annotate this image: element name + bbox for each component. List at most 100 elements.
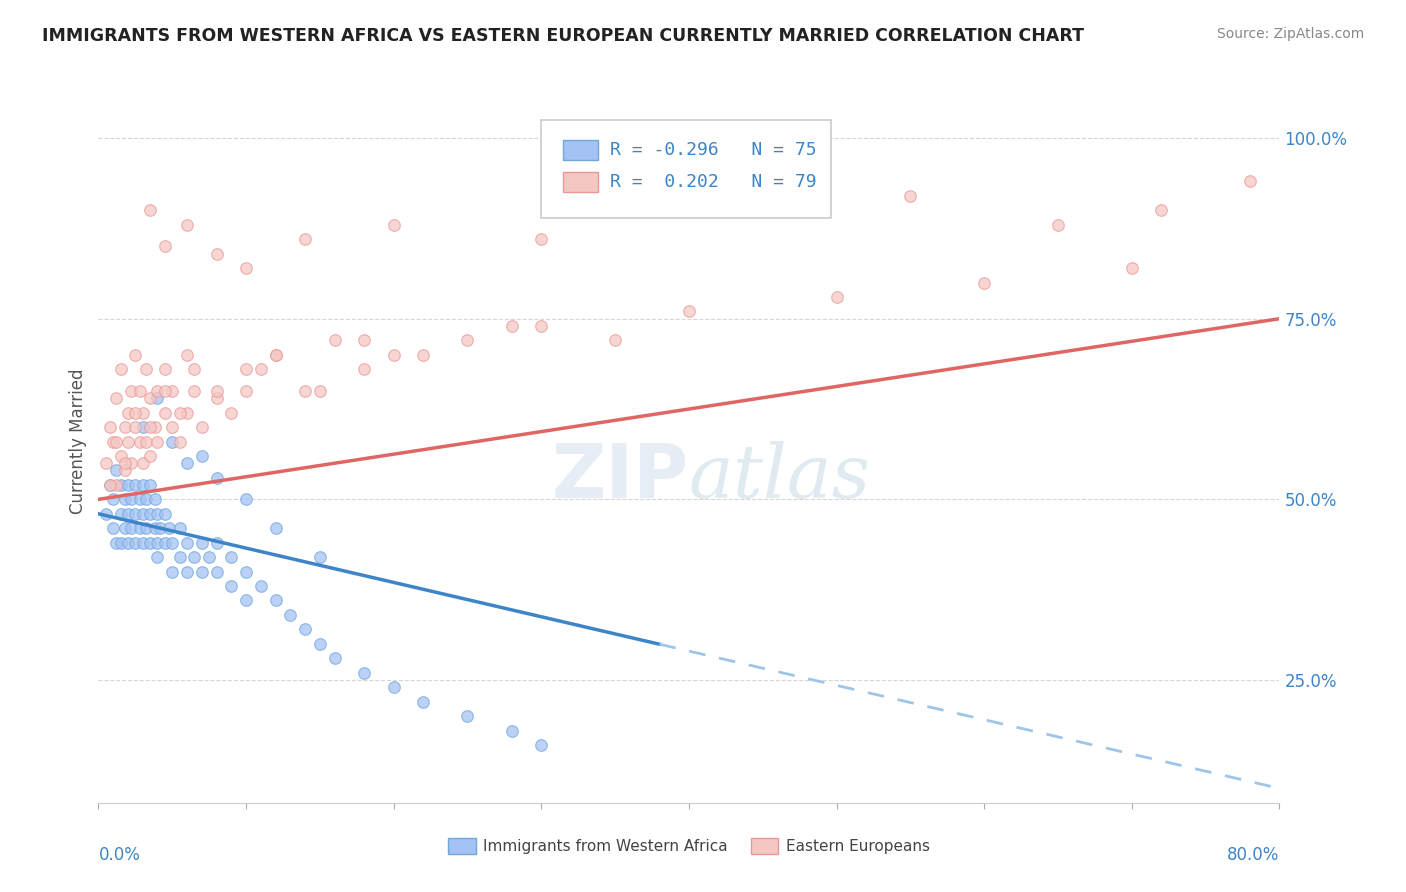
Text: 80.0%: 80.0% <box>1227 847 1279 864</box>
Point <box>124 420 146 434</box>
Point <box>162 565 183 579</box>
Point <box>457 709 479 723</box>
Point <box>169 550 191 565</box>
Point <box>501 723 523 738</box>
Point <box>176 456 198 470</box>
Point <box>264 521 287 535</box>
Point <box>114 463 136 477</box>
Point <box>132 478 155 492</box>
Point <box>221 406 243 420</box>
Text: R =  0.202   N = 79: R = 0.202 N = 79 <box>610 173 817 191</box>
Point <box>825 290 848 304</box>
Point <box>153 507 176 521</box>
FancyBboxPatch shape <box>562 139 598 160</box>
Point <box>900 189 922 203</box>
Point <box>117 478 139 492</box>
Point <box>162 434 183 449</box>
Point <box>176 348 198 362</box>
Point <box>382 218 405 232</box>
Point <box>412 348 434 362</box>
Point <box>153 535 176 549</box>
Point <box>191 420 214 434</box>
Y-axis label: Currently Married: Currently Married <box>69 368 87 515</box>
Point <box>139 535 162 549</box>
Point <box>205 391 228 405</box>
Point <box>153 406 176 420</box>
Point <box>162 384 183 398</box>
Point <box>139 478 162 492</box>
Point <box>382 680 405 694</box>
Point <box>176 406 198 420</box>
Point <box>1121 261 1143 276</box>
Point <box>205 470 228 484</box>
Point <box>162 420 183 434</box>
Point <box>103 521 125 535</box>
Point <box>309 384 332 398</box>
Point <box>309 637 332 651</box>
Point <box>235 565 257 579</box>
Point <box>169 521 191 535</box>
Point <box>114 492 136 507</box>
Point <box>120 456 142 470</box>
Point <box>114 420 136 434</box>
Point <box>124 507 146 521</box>
Point <box>110 362 132 376</box>
Point <box>103 434 125 449</box>
Point <box>146 384 169 398</box>
Point <box>124 406 146 420</box>
Point <box>139 449 162 463</box>
Point <box>153 239 176 253</box>
Point <box>114 521 136 535</box>
Point <box>235 384 257 398</box>
Point <box>1150 203 1173 218</box>
Point <box>105 535 128 549</box>
Point <box>146 550 169 565</box>
Point <box>110 507 132 521</box>
Point <box>120 521 142 535</box>
Point <box>176 565 198 579</box>
Point <box>205 535 228 549</box>
Point <box>1239 174 1261 188</box>
Text: atlas: atlas <box>689 442 872 514</box>
Point <box>382 348 405 362</box>
Text: ZIP: ZIP <box>551 442 689 514</box>
Point <box>132 420 155 434</box>
Text: R = -0.296   N = 75: R = -0.296 N = 75 <box>610 141 817 159</box>
Point <box>353 334 375 348</box>
Point <box>169 434 191 449</box>
Point <box>105 463 128 477</box>
Text: IMMIGRANTS FROM WESTERN AFRICA VS EASTERN EUROPEAN CURRENTLY MARRIED CORRELATION: IMMIGRANTS FROM WESTERN AFRICA VS EASTER… <box>42 27 1084 45</box>
Point <box>128 434 150 449</box>
Point <box>323 651 346 665</box>
Point <box>128 384 150 398</box>
Point <box>120 492 142 507</box>
Point <box>153 384 176 398</box>
Point <box>146 507 169 521</box>
Point <box>280 607 302 622</box>
Point <box>143 420 166 434</box>
Point <box>135 362 157 376</box>
Point <box>264 593 287 607</box>
FancyBboxPatch shape <box>562 172 598 193</box>
Point <box>128 521 150 535</box>
Point <box>135 434 157 449</box>
Point <box>235 593 257 607</box>
Point <box>110 449 132 463</box>
Point <box>235 492 257 507</box>
Point <box>191 449 214 463</box>
Point <box>250 362 273 376</box>
Point <box>157 521 180 535</box>
Point <box>94 456 117 470</box>
Point <box>250 579 273 593</box>
Point <box>1046 218 1070 232</box>
Point <box>264 348 287 362</box>
Point <box>412 695 434 709</box>
Point <box>530 738 553 752</box>
Point <box>132 406 155 420</box>
Point <box>110 478 132 492</box>
Point <box>110 535 132 549</box>
Point <box>530 318 553 333</box>
Point <box>235 362 257 376</box>
Point <box>139 203 162 218</box>
Point <box>98 478 121 492</box>
